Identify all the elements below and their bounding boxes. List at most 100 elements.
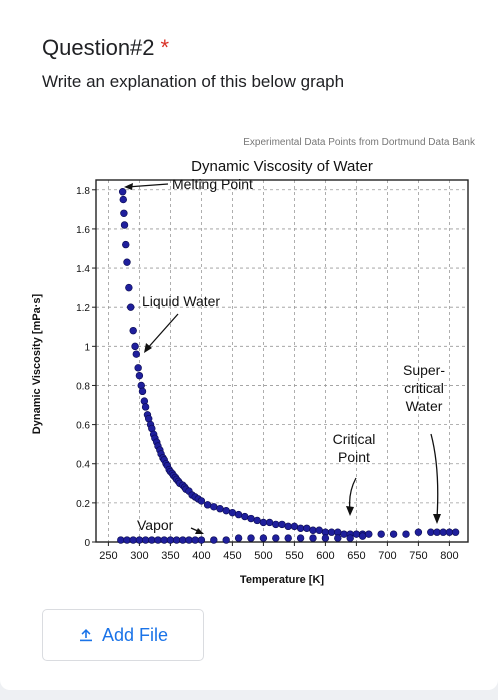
data-point xyxy=(321,534,330,542)
data-point xyxy=(315,526,323,534)
data-point xyxy=(185,536,193,544)
liquid-water-arrow xyxy=(145,313,179,351)
critical-point-arrow xyxy=(348,477,357,511)
x-tick-label: 700 xyxy=(378,550,396,562)
question-description: Write an explanation of this below graph xyxy=(42,72,345,91)
viscosity-chart: Experimental Data Points from Dortmund D… xyxy=(31,137,476,586)
data-point xyxy=(259,518,268,527)
data-point xyxy=(154,536,162,544)
x-tick-label: 750 xyxy=(409,550,427,562)
data-point xyxy=(427,528,435,536)
x-tick-label: 650 xyxy=(347,550,365,562)
required-marker: * xyxy=(160,35,170,60)
data-point xyxy=(259,534,268,542)
annotation-critical-point: Critical Point xyxy=(333,431,376,465)
data-point xyxy=(389,530,398,538)
data-point xyxy=(179,536,187,544)
data-point xyxy=(132,350,141,358)
data-point xyxy=(123,536,131,544)
data-point xyxy=(433,528,441,536)
data-point xyxy=(340,530,348,538)
data-point xyxy=(222,506,230,515)
chart-source-note: Experimental Data Points from Dortmund D… xyxy=(243,137,476,148)
y-tick-label: 1.2 xyxy=(76,303,90,314)
data-point xyxy=(309,526,317,534)
question-title: Question#2 * xyxy=(42,35,169,61)
data-point xyxy=(117,536,125,544)
data-point xyxy=(346,534,354,542)
x-tick-label: 500 xyxy=(254,550,272,562)
data-point xyxy=(414,528,423,536)
liquid-water-arrowhead xyxy=(144,343,152,353)
data-point xyxy=(203,501,212,509)
data-point xyxy=(278,520,286,529)
annotation-arrows xyxy=(124,183,441,534)
chart-title: Dynamic Viscosity of Water xyxy=(191,158,373,175)
data-point xyxy=(402,530,410,538)
data-point xyxy=(309,534,317,542)
data-point xyxy=(216,505,224,513)
y-tick-label: 1.6 xyxy=(76,225,90,236)
data-point xyxy=(141,536,150,544)
data-point xyxy=(284,522,292,531)
x-tick-label: 450 xyxy=(223,550,241,562)
data-point xyxy=(228,508,237,517)
data-point xyxy=(191,536,199,544)
add-file-button[interactable]: Add File xyxy=(42,609,204,661)
data-point xyxy=(451,528,460,536)
data-point xyxy=(138,387,147,396)
x-axis: 250 300 350 400 450 500 550 600 650 700 750 800 xyxy=(99,542,459,562)
data-point xyxy=(234,534,243,542)
data-point xyxy=(365,530,373,538)
annotation-liquid-water: Liquid Water xyxy=(142,293,220,309)
data-point xyxy=(284,534,292,542)
data-point xyxy=(445,528,454,536)
y-tick-label: 1 xyxy=(84,342,90,353)
data-point xyxy=(166,536,175,544)
data-point xyxy=(377,530,385,538)
vapor-arrowhead xyxy=(195,528,204,534)
data-point xyxy=(296,524,305,533)
data-point xyxy=(134,364,142,372)
data-point xyxy=(197,536,206,544)
x-tick-label: 550 xyxy=(285,550,303,562)
data-point xyxy=(352,530,361,538)
data-point xyxy=(272,520,280,529)
add-file-label: Add File xyxy=(101,624,169,645)
data-point xyxy=(123,258,131,266)
data-point xyxy=(160,536,168,544)
data-point xyxy=(135,536,144,544)
x-tick-label: 600 xyxy=(316,550,334,562)
data-point xyxy=(131,342,139,351)
data-point xyxy=(210,503,218,511)
y-tick-label: 0.2 xyxy=(76,499,90,510)
data-point xyxy=(241,512,249,521)
data-point xyxy=(135,371,144,380)
data-point xyxy=(172,536,181,544)
y-axis-label: Dynamic Viscosity [mPa·s] xyxy=(31,293,43,434)
y-tick-label: 0.6 xyxy=(76,421,90,432)
data-point xyxy=(272,534,280,542)
upload-icon xyxy=(79,629,92,642)
data-point xyxy=(439,528,447,536)
data-point xyxy=(129,326,137,335)
supercritical-arrow xyxy=(430,433,439,519)
annotation-vapor: Vapor xyxy=(137,517,174,533)
x-tick-label: 400 xyxy=(192,550,210,562)
y-tick-label: 0.8 xyxy=(76,381,90,392)
x-tick-label: 800 xyxy=(440,550,458,562)
data-point xyxy=(247,514,255,523)
plot-frame xyxy=(95,179,469,543)
data-point xyxy=(247,534,255,542)
data-point xyxy=(125,283,133,292)
data-point xyxy=(303,524,311,533)
data-point xyxy=(358,532,367,540)
data-point xyxy=(148,536,156,544)
question-title-text: Question#2 xyxy=(42,35,155,60)
y-axis: 0 0.2 0.4 0.6 0.8 1 1.2 1.4 1.6 1.8 xyxy=(76,186,96,549)
melting-point-arrowhead xyxy=(124,183,133,190)
data-point xyxy=(118,188,127,196)
data-point xyxy=(210,536,218,544)
x-tick-label: 300 xyxy=(130,550,148,562)
